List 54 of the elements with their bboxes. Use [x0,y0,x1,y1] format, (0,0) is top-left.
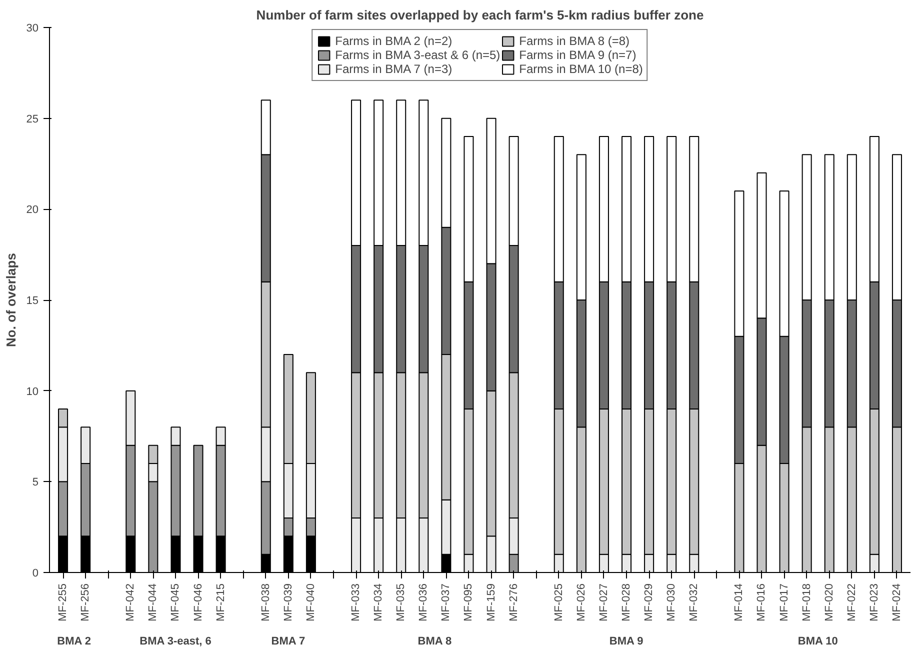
x-tick-label: MF-030 [666,583,678,622]
x-tick-label: MF-215 [214,583,227,622]
legend-label: Farms in BMA 3-east & 6 (n=5) [335,48,500,62]
x-tick-label: MF-017 [778,583,790,622]
y-tick-label: 20 [26,204,39,216]
x-tick-label: MF-095 [462,583,475,622]
text: BMA 8 [418,636,452,648]
x-tick-label: MF-038 [260,583,272,622]
x-tick-label: MF-029 [643,583,656,622]
text: BMA 9 [609,636,644,648]
y-tick-label: 0 [32,568,39,580]
x-tick-label: MF-046 [192,583,204,622]
x-tick-label: MF-034 [372,583,385,622]
x-tick-label: MF-033 [350,583,362,622]
x-tick-label: MF-035 [395,583,408,622]
x-tick-label: MF-014 [733,583,746,622]
chart-title: Number of farm sites overlapped by each farm's 5-km radius buffer zone [256,8,704,22]
text: BMA 2 [57,636,92,648]
x-tick-label: MF-028 [620,583,633,622]
x-tick-label: MF-018 [800,583,813,622]
x-tick-label: MF-037 [440,583,452,622]
y-tick-label: 25 [26,113,39,126]
y-tick-label: 15 [26,295,39,307]
x-tick-label: MF-042 [124,583,137,622]
x-tick-label: MF-027 [598,583,610,622]
x-tick-label: MF-276 [508,583,520,622]
x-tick-label: MF-040 [304,583,317,622]
x-tick-label: MF-023 [868,583,880,622]
legend-label: Farms in BMA 9 (n=7) [519,48,636,62]
text: BMA 3-east, 6 [140,636,212,648]
text: BMA 7 [271,636,306,648]
x-tick-label: MF-026 [575,583,588,622]
x-tick-label: MF-025 [552,583,565,622]
text: BMA 10 [798,636,838,648]
y-axis-title: No. of overlaps [3,253,18,347]
x-tick-label: MF-022 [846,583,858,622]
x-tick-label: MF-016 [756,583,768,622]
legend-label: Farms in BMA 8 (=8) [519,34,630,48]
legend-label: Farms in BMA 10 (n=8) [519,62,643,76]
x-tick-label: MF-255 [57,583,70,622]
x-tick-label: MF-045 [170,583,182,622]
y-tick-label: 30 [26,22,39,34]
x-tick-label: MF-036 [418,583,430,622]
x-tick-label: MF-024 [890,583,903,622]
x-tick-label: MF-039 [282,583,294,622]
y-tick-label: 5 [32,476,39,489]
x-tick-label: MF-256 [80,583,92,622]
y-tick-label: 10 [26,386,39,398]
x-tick-label: MF-044 [147,583,160,622]
x-tick-label: MF-020 [823,583,836,622]
x-tick-label: MF-159 [485,583,498,622]
legend-label: Farms in BMA 7 (n=3) [335,62,452,76]
legend-label: Farms in BMA 2 (n=2) [335,34,452,48]
x-tick-label: MF-032 [688,583,700,622]
